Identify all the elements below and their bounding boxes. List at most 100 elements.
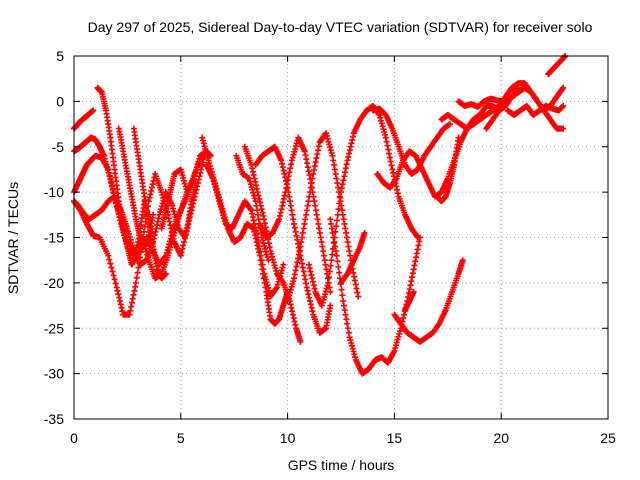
data-point-marker — [150, 211, 157, 218]
data-point-marker — [327, 302, 334, 309]
data-point-marker — [392, 176, 399, 183]
data-point-marker — [199, 137, 206, 144]
data-point-marker — [204, 154, 211, 161]
series-track-15 — [252, 143, 334, 336]
data-point-marker — [192, 169, 199, 176]
data-point-marker — [252, 224, 259, 231]
data-point-marker — [387, 158, 394, 165]
data-point-marker — [255, 216, 262, 223]
data-point-marker — [190, 197, 197, 204]
data-point-marker — [183, 186, 190, 193]
data-point-marker — [361, 229, 368, 236]
data-point-marker — [318, 239, 325, 246]
data-point-marker — [257, 202, 264, 209]
data-point-marker — [205, 157, 212, 164]
data-point-marker — [116, 294, 123, 301]
data-point-marker — [288, 207, 295, 214]
data-point-marker — [132, 283, 139, 290]
data-point-marker — [217, 203, 224, 210]
data-point-marker — [300, 268, 307, 275]
data-point-marker — [384, 142, 391, 149]
data-point-marker — [289, 154, 296, 161]
data-point-marker — [401, 311, 408, 318]
data-point-marker — [249, 186, 256, 193]
data-point-marker — [321, 257, 328, 264]
data-point-marker — [343, 316, 350, 323]
data-point-marker — [272, 265, 279, 272]
data-point-marker — [319, 299, 326, 306]
data-point-marker — [278, 267, 285, 274]
y-tick-label: -15 — [44, 230, 64, 246]
data-point-marker — [307, 184, 314, 191]
data-point-marker — [104, 167, 111, 174]
data-point-marker — [199, 134, 206, 141]
data-point-marker — [406, 286, 413, 293]
data-point-marker — [174, 222, 181, 229]
data-point-marker — [266, 244, 273, 251]
data-point-marker — [350, 133, 357, 140]
data-point-marker — [351, 351, 358, 358]
series-track-24 — [402, 288, 417, 314]
y-tick-label: 5 — [56, 48, 64, 64]
chart-title: Day 297 of 2025, Sidereal Day-to-day VTE… — [88, 19, 593, 35]
data-point-marker — [322, 288, 329, 295]
data-point-marker — [311, 198, 318, 205]
data-point-marker — [108, 178, 115, 185]
grid — [74, 56, 608, 419]
data-point-marker — [333, 223, 340, 230]
data-point-marker — [194, 161, 201, 168]
data-point-marker — [300, 225, 307, 232]
data-point-marker — [323, 285, 330, 292]
data-point-marker — [330, 157, 337, 164]
data-point-marker — [289, 308, 296, 315]
data-point-marker — [177, 166, 184, 173]
data-point-marker — [286, 193, 293, 200]
data-point-marker — [279, 164, 286, 171]
data-point-marker — [327, 216, 334, 223]
data-point-marker — [191, 172, 198, 179]
data-point-marker — [218, 206, 225, 213]
data-point-marker — [293, 263, 300, 270]
data-point-marker — [383, 138, 390, 145]
data-point-marker — [327, 144, 334, 151]
data-point-marker — [178, 169, 185, 176]
data-point-marker — [167, 222, 174, 229]
data-point-marker — [346, 248, 353, 255]
data-point-marker — [287, 301, 294, 308]
data-point-marker — [117, 301, 124, 308]
data-point-marker — [252, 178, 259, 185]
y-tick-label: -5 — [52, 139, 65, 155]
series-track-11 — [203, 161, 287, 300]
data-point-marker — [328, 225, 335, 232]
y-tick-label: -30 — [44, 366, 64, 382]
data-point-marker — [257, 252, 264, 259]
data-point-marker — [187, 210, 194, 217]
x-tick-label: 15 — [387, 430, 403, 446]
series-track-13 — [241, 143, 304, 345]
data-point-marker — [297, 338, 304, 345]
data-point-marker — [289, 211, 296, 218]
data-point-marker — [349, 345, 356, 352]
data-point-marker — [246, 178, 253, 185]
data-point-marker — [349, 136, 356, 143]
data-point-marker — [391, 347, 398, 354]
data-point-marker — [148, 187, 155, 194]
data-point-marker — [257, 248, 264, 255]
data-point-marker — [170, 205, 177, 212]
data-point-marker — [446, 121, 453, 128]
data-point-marker — [316, 229, 323, 236]
data-point-marker — [284, 298, 291, 305]
data-point-marker — [325, 274, 332, 281]
data-point-marker — [314, 151, 321, 158]
data-point-marker — [344, 320, 351, 327]
data-point-marker — [307, 301, 314, 308]
x-tick-label: 0 — [70, 430, 78, 446]
data-point-marker — [253, 182, 260, 189]
data-point-marker — [302, 152, 309, 159]
data-point-marker — [343, 234, 350, 241]
data-point-marker — [188, 207, 195, 214]
data-point-marker — [334, 258, 341, 265]
series-track-22 — [434, 134, 462, 205]
data-point-marker — [306, 172, 313, 179]
data-point-marker — [214, 192, 221, 199]
